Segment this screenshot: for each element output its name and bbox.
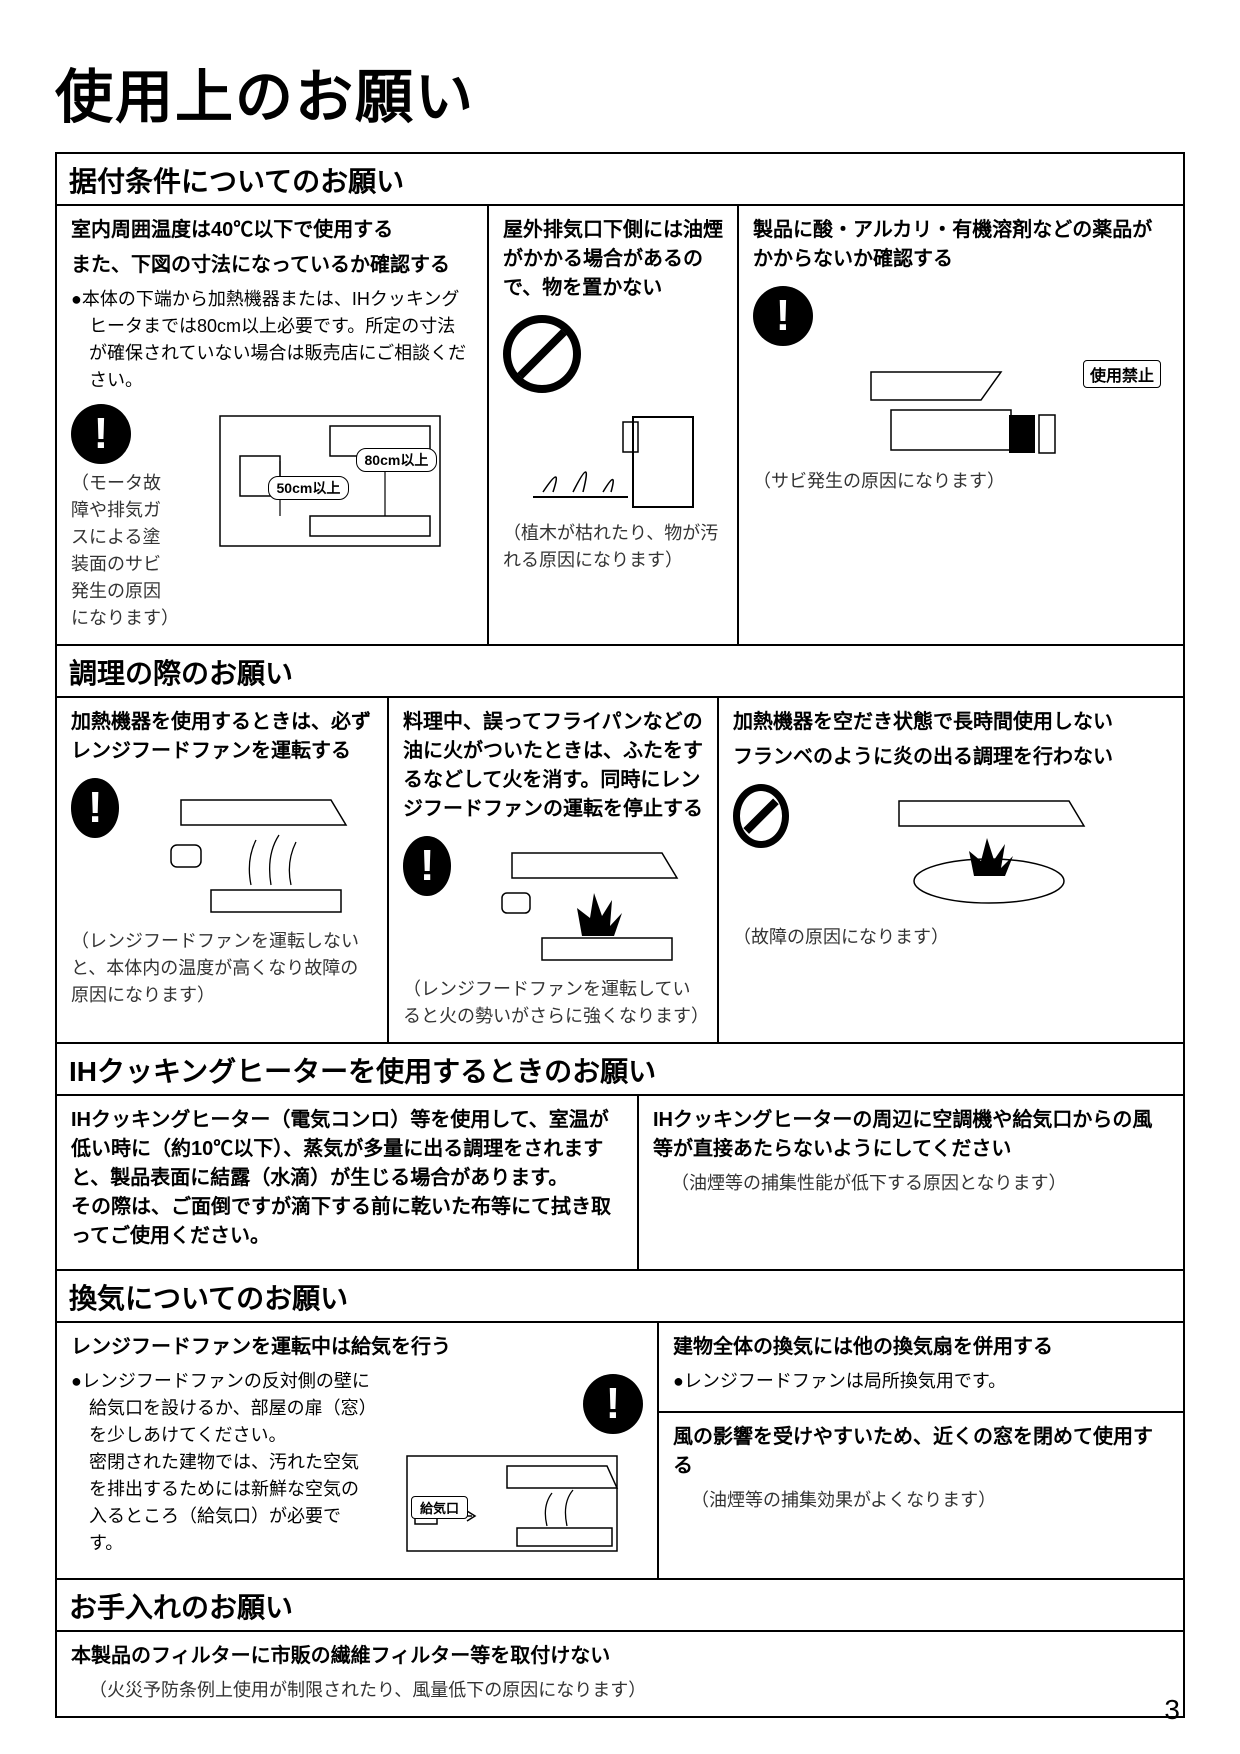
- use-prohibited-banner: 使用禁止: [1083, 360, 1161, 388]
- cooking-c2-note: （レンジフードファンを運転していると火の勢いがさらに強くなります）: [403, 976, 703, 1030]
- exclamation-icon: !: [71, 404, 131, 464]
- vent-c2a-h: 建物全体の換気には他の換気扇を併用する: [673, 1333, 1169, 1362]
- section-header-ih: IHクッキングヒーターを使用するときのお願い: [57, 1042, 1183, 1096]
- care-h: 本製品のフィルターに市販の繊維フィルター等を取付けない: [71, 1642, 1169, 1671]
- section-header-cooking: 調理の際のお願い: [57, 644, 1183, 698]
- install-c1-h1: 室内周囲温度は40℃以下で使用する: [71, 216, 473, 245]
- install-dimension-diagram: 50cm以上 80cm以上: [188, 406, 473, 556]
- cooking-cell-2: 料理中、誤ってフライパンなどの油に火がついたときは、ふたをするなどして火を消す。…: [387, 698, 717, 1042]
- ih-c2-h: IHクッキングヒーターの周辺に空調機や給気口からの風等が直接あたらないようにして…: [653, 1106, 1169, 1164]
- install-c1-bullet: ●本体の下端から加熱機器または、IHクッキングヒータまでは80cm以上必要です。…: [71, 286, 473, 394]
- vent-c2a-bullet: ●レンジフードファンは局所換気用です。: [673, 1368, 1169, 1395]
- cooking-c3-note: （故障の原因になります）: [733, 924, 1169, 951]
- care-note: （火災予防条例上使用が制限されたり、風量低下の原因になります）: [71, 1677, 1169, 1704]
- ih-cell-2: IHクッキングヒーターの周辺に空調機や給気口からの風等が直接あたらないようにして…: [637, 1096, 1183, 1269]
- vent-c1-bullet: ●レンジフードファンの反対側の壁に給気口を設けるか、部屋の扉（窓）を少しあけてく…: [71, 1368, 371, 1557]
- section-header-install: 据付条件についてのお願い: [57, 154, 1183, 206]
- ih-c2-note: （油煙等の捕集性能が低下する原因となります）: [653, 1170, 1169, 1197]
- cooking-c3-h1: 加熱機器を空だき状態で長時間使用しない: [733, 708, 1169, 737]
- vent-c2b-h: 風の影響を受けやすいため、近くの窓を閉めて使用する: [673, 1423, 1169, 1481]
- vent-row: レンジフードファンを運転中は給気を行う ●レンジフードファンの反対側の壁に給気口…: [57, 1323, 1183, 1578]
- install-cell-3: 製品に酸・アルカリ・有機溶剤などの薬品がかからないか確認する ! 使用禁止 有機…: [737, 206, 1183, 644]
- prohibit-icon: [733, 784, 789, 848]
- ih-row: IHクッキングヒーター（電気コンロ）等を使用して、室温が低い時に（約10℃以下）…: [57, 1096, 1183, 1269]
- exclamation-icon: !: [403, 836, 451, 896]
- ih-cell-1: IHクッキングヒーター（電気コンロ）等を使用して、室温が低い時に（約10℃以下）…: [57, 1096, 637, 1269]
- exclamation-icon: !: [753, 286, 813, 346]
- cooking-c3-h2: フランベのように炎の出る調理を行わない: [733, 743, 1169, 772]
- solvent-label: 有機溶剤: [1085, 426, 1129, 442]
- ih-c1-text: IHクッキングヒーター（電気コンロ）等を使用して、室温が低い時に（約10℃以下）…: [71, 1106, 623, 1251]
- install-c3-h: 製品に酸・アルカリ・有機溶剤などの薬品がかからないか確認する: [753, 216, 1169, 274]
- dim-80-label: 80cm以上: [356, 448, 438, 472]
- install-cell-1: 室内周囲温度は40℃以下で使用する また、下図の寸法になっているか確認する ●本…: [57, 206, 487, 644]
- install-c2-note: （植木が枯れたり、物が汚れる原因になります）: [503, 520, 723, 574]
- install-cell-2: 屋外排気口下側には油煙がかかる場合があるので、物を置かない （植木が枯れたり、物…: [487, 206, 737, 644]
- content-frame: 据付条件についてのお願い 室内周囲温度は40℃以下で使用する また、下図の寸法に…: [55, 152, 1185, 1718]
- exclamation-icon: !: [583, 1374, 643, 1434]
- install-c3-note: （サビ発生の原因になります）: [753, 468, 1169, 495]
- cooking-cell-1: 加熱機器を使用するときは、必ずレンジフードファンを運転する ! （レンジフードフ…: [57, 698, 387, 1042]
- section-header-vent: 換気についてのお願い: [57, 1269, 1183, 1323]
- cooking-cell-3: 加熱機器を空だき状態で長時間使用しない フランベのように炎の出る調理を行わない …: [717, 698, 1183, 1042]
- exhaust-vent-diagram: [503, 412, 723, 512]
- vent-c2a: 建物全体の換気には他の換気扇を併用する ●レンジフードファンは局所換気用です。: [659, 1323, 1183, 1413]
- prohibit-icon: [503, 315, 581, 393]
- page-title: 使用上のお願い: [55, 50, 1185, 134]
- cooking-c1-note: （レンジフードファンを運転しないと、本体内の温度が高くなり故障の原因になります）: [71, 928, 373, 1009]
- rangehood-run-diagram: [129, 780, 373, 920]
- air-supply-diagram: 給気口: [381, 1448, 643, 1558]
- cooking-c1-h: 加熱機器を使用するときは、必ずレンジフードファンを運転する: [71, 708, 373, 766]
- page-number: 3: [1164, 1694, 1180, 1726]
- install-row: 室内周囲温度は40℃以下で使用する また、下図の寸法になっているか確認する ●本…: [57, 206, 1183, 644]
- vent-c1-h: レンジフードファンを運転中は給気を行う: [71, 1333, 643, 1362]
- cooking-row: 加熱機器を使用するときは、必ずレンジフードファンを運転する ! （レンジフードフ…: [57, 698, 1183, 1042]
- chemical-diagram: 使用禁止 有機溶剤: [753, 360, 1169, 460]
- cooking-c2-h: 料理中、誤ってフライパンなどの油に火がついたときは、ふたをするなどして火を消す。…: [403, 708, 703, 824]
- vent-cell-2: 建物全体の換気には他の換気扇を併用する ●レンジフードファンは局所換気用です。 …: [657, 1323, 1183, 1578]
- vent-cell-1: レンジフードファンを運転中は給気を行う ●レンジフードファンの反対側の壁に給気口…: [57, 1323, 657, 1578]
- install-c2-h: 屋外排気口下側には油煙がかかる場合があるので、物を置かない: [503, 216, 723, 303]
- vent-c2b: 風の影響を受けやすいため、近くの窓を閉めて使用する （油煙等の捕集効果がよくなり…: [659, 1413, 1183, 1526]
- install-c1-h2: また、下図の寸法になっているか確認する: [71, 251, 473, 280]
- install-c1-note: （モータ故障や排気ガスによる塗装面のサビ発生の原因になります）: [71, 470, 178, 632]
- dim-50-label: 50cm以上: [268, 476, 350, 500]
- care-cell: 本製品のフィルターに市販の繊維フィルター等を取付けない （火災予防条例上使用が制…: [57, 1632, 1183, 1716]
- fire-stop-diagram: [461, 838, 703, 968]
- section-header-care: お手入れのお願い: [57, 1578, 1183, 1632]
- exclamation-icon: !: [71, 778, 119, 838]
- air-supply-label: 給気口: [411, 1496, 468, 1519]
- vent-c2b-note: （油煙等の捕集効果がよくなります）: [673, 1487, 1169, 1514]
- flambe-diagram: [799, 786, 1169, 916]
